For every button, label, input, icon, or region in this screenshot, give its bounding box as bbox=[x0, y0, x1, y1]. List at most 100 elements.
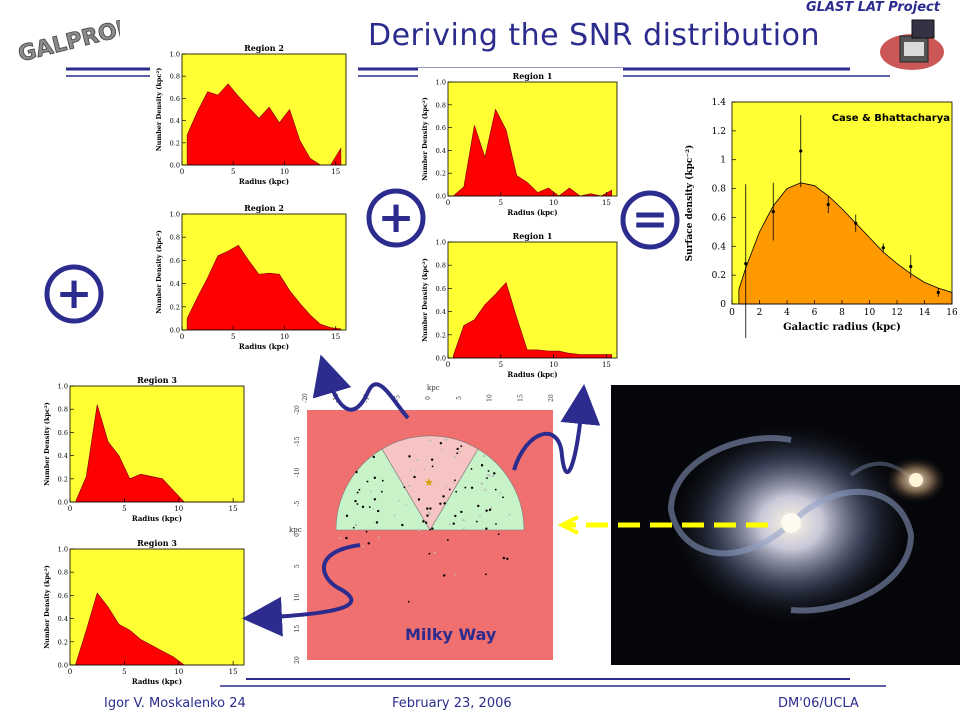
y-tick-label: 0.2 bbox=[436, 170, 446, 178]
region2-lower-chart: 0 5 10 15 0.0 0.2 0.4 0.6 0.8 1.0 Region 2 Radius (… bbox=[152, 200, 352, 360]
galprop-logo: GALPROP bbox=[15, 14, 120, 64]
map-x-tick: -5 bbox=[394, 395, 401, 401]
map-region3-sector bbox=[335, 448, 431, 531]
y-axis-label: Number Density (kpc²) bbox=[43, 402, 51, 486]
y-tick-label: 1.0 bbox=[58, 383, 68, 391]
region3-lower-chart: 0 5 10 15 0.0 0.2 0.4 0.6 0.8 1.0 Region 3 Radius (… bbox=[40, 535, 250, 695]
y-tick-label: 0.6 bbox=[170, 95, 180, 103]
y-tick-label: 0.8 bbox=[170, 234, 180, 242]
map-region1-sector bbox=[429, 448, 525, 531]
glast-satellite-icon bbox=[880, 19, 944, 70]
map-top-axis-label: kpc bbox=[427, 384, 440, 392]
data-point bbox=[936, 290, 940, 295]
map-y-tick: 20 bbox=[294, 656, 301, 664]
x-tick-label: 10 bbox=[280, 168, 289, 176]
x-tick-label: 0 bbox=[729, 308, 735, 318]
map-x-tick: -20 bbox=[302, 393, 309, 403]
plus-operator-left: + bbox=[44, 264, 104, 324]
y-tick-label: 0.8 bbox=[712, 185, 727, 195]
x-axis-label: Radius (kpc) bbox=[239, 177, 289, 186]
y-tick-label: 0.2 bbox=[58, 475, 68, 483]
y-tick-label: 0.8 bbox=[170, 73, 180, 81]
x-tick-label: 15 bbox=[229, 505, 238, 513]
galprop-logo-text: GALPROP bbox=[16, 15, 120, 64]
y-tick-label: 0.4 bbox=[712, 242, 727, 252]
y-tick-label: 0.2 bbox=[170, 139, 180, 147]
x-axis-label: Radius (kpc) bbox=[507, 208, 557, 217]
y-tick-label: 0.6 bbox=[58, 592, 68, 600]
y-tick-label: 0.8 bbox=[436, 262, 446, 270]
x-tick-label: 15 bbox=[602, 199, 611, 207]
equals-symbol: = bbox=[632, 194, 669, 245]
chart-title: Region 2 bbox=[244, 203, 284, 213]
y-tick-label: 0.0 bbox=[436, 355, 446, 363]
data-point bbox=[799, 149, 803, 153]
y-tick-label: 0.2 bbox=[58, 638, 68, 646]
map-y-tick: 10 bbox=[294, 594, 301, 602]
map-y-tick: 5 bbox=[294, 564, 301, 568]
map-y-tick: -5 bbox=[294, 501, 301, 507]
x-tick-label: 14 bbox=[919, 308, 931, 318]
y-tick-label: 1 bbox=[720, 156, 726, 166]
map-x-tick: -15 bbox=[333, 393, 340, 403]
map-x-tick: -10 bbox=[364, 393, 371, 403]
x-tick-label: 5 bbox=[231, 333, 235, 341]
data-point bbox=[771, 210, 775, 214]
x-tick-label: 5 bbox=[499, 199, 503, 207]
x-tick-label: 6 bbox=[812, 308, 818, 318]
x-tick-label: 12 bbox=[891, 308, 902, 318]
y-tick-label: 0.6 bbox=[712, 213, 727, 223]
x-tick-label: 0 bbox=[446, 199, 450, 207]
plus-symbol: + bbox=[378, 192, 415, 243]
footer-rules bbox=[220, 678, 886, 687]
chart-title: Region 3 bbox=[137, 538, 177, 548]
case-bhattacharya-chart: 0 2 4 6 8 10 12 14 16 0 0.2 0.4 0.6 0.8 1 1.2 1.4 Galacti… bbox=[680, 92, 958, 338]
y-axis-label: Number Density (kpc²) bbox=[155, 230, 163, 314]
slide-title: Deriving the SNR distribution bbox=[368, 18, 821, 53]
density-area bbox=[452, 282, 613, 359]
x-tick-label: 5 bbox=[231, 168, 235, 176]
y-tick-label: 0.6 bbox=[436, 124, 446, 132]
y-tick-label: 1.0 bbox=[58, 546, 68, 554]
y-tick-label: 0.4 bbox=[170, 280, 180, 288]
y-tick-label: 0.4 bbox=[170, 117, 180, 125]
data-point bbox=[744, 262, 748, 266]
x-tick-label: 5 bbox=[122, 505, 126, 513]
x-tick-label: 15 bbox=[229, 668, 238, 676]
y-tick-label: 0.2 bbox=[170, 303, 180, 311]
map-y-tick: 0 bbox=[294, 533, 301, 537]
snr-points bbox=[339, 438, 511, 603]
region2-upper-chart: 0 5 10 15 0.0 0.2 0.4 0.6 0.8 1.0 Region 2 Radius (… bbox=[152, 40, 352, 195]
y-tick-label: 1.0 bbox=[170, 51, 180, 59]
y-tick-label: 1.0 bbox=[436, 239, 446, 247]
x-tick-label: 10 bbox=[174, 505, 183, 513]
map-x-tick: 0 bbox=[425, 396, 432, 400]
map-y-tick: 15 bbox=[294, 625, 301, 633]
y-tick-label: 0.6 bbox=[436, 285, 446, 293]
region1-upper-chart: 0 5 10 15 0.0 0.2 0.4 0.6 0.8 1.0 Region 1 Radius (… bbox=[418, 68, 623, 226]
map-y-tick: -15 bbox=[294, 436, 301, 446]
region1-lower-chart: 0 5 10 15 0.0 0.2 0.4 0.6 0.8 1.0 Region 1 Radius (… bbox=[418, 228, 623, 388]
galaxy-arrowhead bbox=[557, 515, 579, 535]
x-tick-label: 10 bbox=[174, 668, 183, 676]
chart-title: Region 1 bbox=[513, 71, 553, 81]
x-tick-label: 15 bbox=[331, 168, 340, 176]
x-tick-label: 10 bbox=[549, 361, 558, 369]
x-axis-label: Galactic radius (kpc) bbox=[783, 322, 901, 333]
x-tick-label: 5 bbox=[499, 361, 503, 369]
footer-venue: DM'06/UCLA bbox=[778, 696, 859, 711]
y-tick-label: 0 bbox=[720, 300, 726, 310]
project-label: GLAST LAT Project bbox=[806, 0, 940, 15]
y-tick-label: 0.6 bbox=[170, 257, 180, 265]
x-tick-label: 0 bbox=[68, 668, 72, 676]
y-tick-label: 1.0 bbox=[170, 211, 180, 219]
y-tick-label: 1.4 bbox=[712, 98, 727, 108]
x-tick-label: 15 bbox=[331, 333, 340, 341]
map-side-axis-label: kpc bbox=[289, 526, 302, 534]
region3-upper-chart: 0 5 10 15 0.0 0.2 0.4 0.6 0.8 1.0 Region 3 Radius (… bbox=[40, 372, 250, 532]
y-tick-label: 0.2 bbox=[712, 271, 726, 281]
data-point bbox=[881, 246, 885, 250]
plus-symbol: + bbox=[56, 268, 93, 319]
x-tick-label: 15 bbox=[602, 361, 611, 369]
y-tick-label: 0.0 bbox=[58, 499, 68, 507]
